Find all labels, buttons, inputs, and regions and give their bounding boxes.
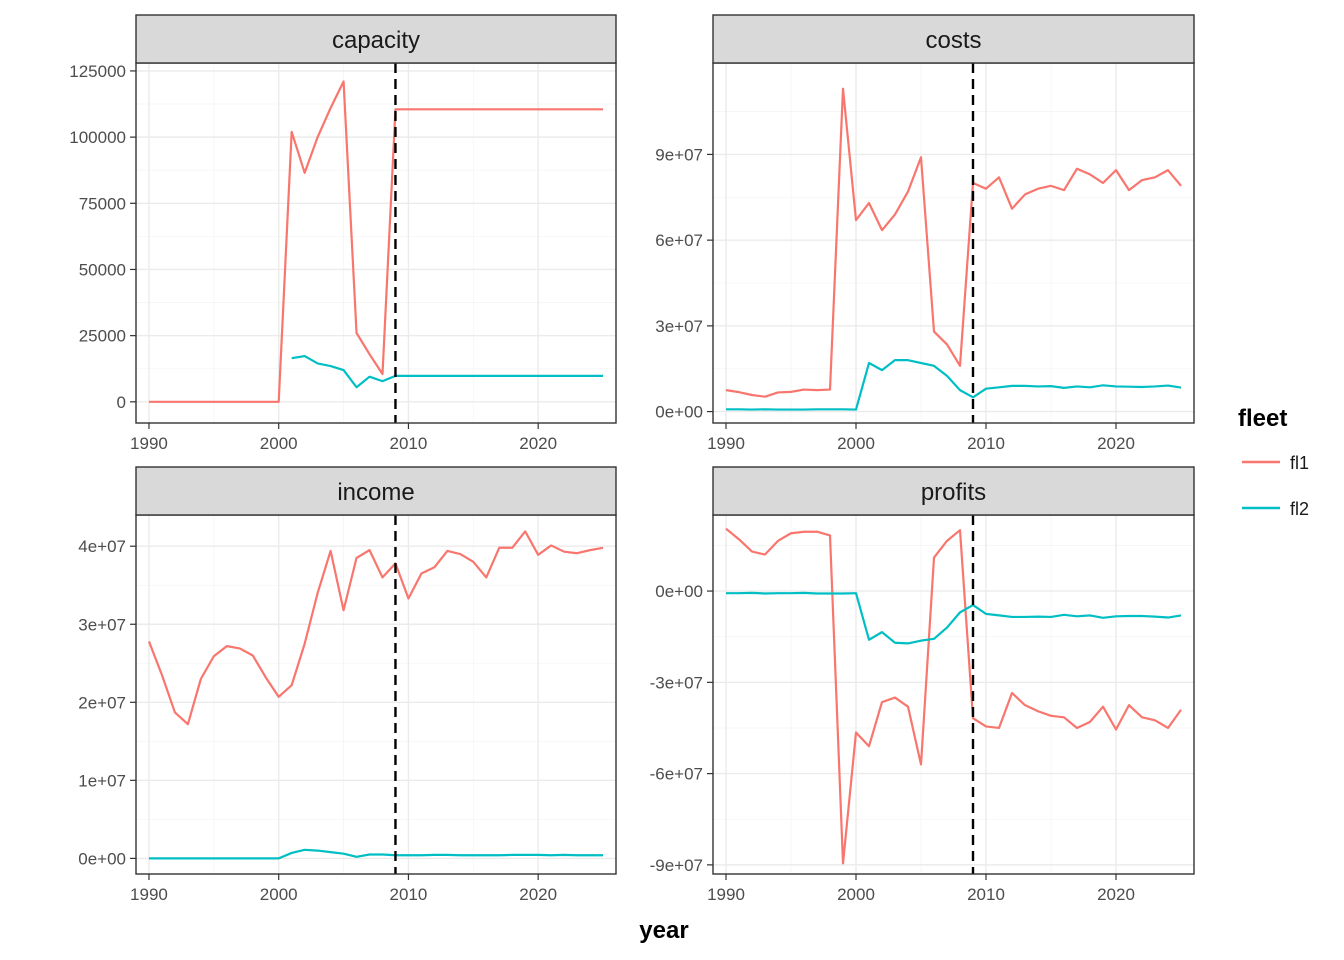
y-tick-label: -9e+07: [650, 856, 703, 875]
y-tick-label: 6e+07: [655, 231, 703, 250]
y-tick-label: 0e+00: [655, 582, 703, 601]
y-tick-label: 100000: [69, 128, 126, 147]
facet-strip: [712, 14, 1195, 64]
x-tick-label: 2010: [967, 434, 1005, 453]
x-tick-label: 2000: [260, 885, 298, 904]
legend-title: fleet: [1238, 405, 1287, 432]
panel-income: income 1990 2000 2010 2020 0e+00 1e+07 2e+07 3e+…: [78, 466, 617, 904]
y-tick-label: 3e+07: [655, 317, 703, 336]
y-tick-label: 0e+00: [655, 403, 703, 422]
panel-profits: profits 1990 2000 2010 2020 -9e+07 -6e+07 -3e+0…: [650, 466, 1195, 904]
x-tick-label: 2020: [1097, 885, 1135, 904]
panel-capacity: capacity 1990 2000 2010 2020 0 25000 50000 75000…: [69, 14, 617, 453]
facet-strip-label: income: [337, 479, 414, 506]
y-tick-label: 4e+07: [78, 537, 126, 556]
y-tick-label: -6e+07: [650, 765, 703, 784]
series-line-fl2: [726, 591, 1182, 645]
series-line-fl1: [148, 80, 604, 403]
panel-border: [135, 514, 617, 875]
y-tick-label: 50000: [79, 260, 126, 279]
y-tick-label: 0: [117, 393, 126, 412]
y-tick-label: 25000: [79, 327, 126, 346]
x-axis-title: year: [639, 917, 688, 944]
legend-label-fl2: fl2: [1290, 499, 1309, 519]
x-tick-label: 2000: [837, 434, 875, 453]
facet-strip-label: costs: [925, 27, 981, 54]
x-tick-label: 2020: [1097, 434, 1135, 453]
y-tick-label: -3e+07: [650, 673, 703, 692]
y-tick-label: 3e+07: [78, 615, 126, 634]
y-tick-label: 0e+00: [78, 849, 126, 868]
facet-strip-label: capacity: [332, 27, 420, 54]
y-tick-label: 75000: [79, 194, 126, 213]
series-line-fl1: [725, 87, 1182, 398]
x-tick-label: 1990: [130, 885, 168, 904]
legend-items: fl1 fl2: [1242, 453, 1309, 519]
x-tick-label: 2010: [390, 885, 428, 904]
y-tick-label: 1e+07: [78, 771, 126, 790]
series-line-fl1: [147, 530, 604, 726]
facet-strip: [712, 466, 1195, 516]
x-tick-label: 2010: [390, 434, 428, 453]
x-tick-label: 2020: [519, 434, 557, 453]
x-tick-label: 2000: [837, 885, 875, 904]
legend-label-fl1: fl1: [1290, 453, 1309, 473]
series-line-fl2: [148, 848, 604, 860]
facet-strip-label: profits: [921, 479, 986, 506]
panel-costs: costs 1990 2000 2010 2020 0e+00 3e+07 6e+07 9e+0…: [655, 14, 1195, 453]
series-line-fl1: [725, 527, 1182, 865]
y-tick-label: 9e+07: [655, 145, 703, 164]
series-line-fl2: [291, 354, 604, 389]
legend-item-fl1: fl1: [1242, 453, 1309, 473]
x-tick-label: 2020: [519, 885, 557, 904]
x-tick-label: 2010: [967, 885, 1005, 904]
facet-strip: [135, 14, 617, 64]
y-tick-label: 125000: [69, 62, 126, 81]
legend-item-fl2: fl2: [1242, 499, 1309, 519]
chart-panels: capacity 1990 2000 2010 2020 0 25000 50000 75000…: [69, 14, 1195, 904]
legend: fleet fl1 fl2: [1238, 405, 1309, 519]
x-tick-label: 1990: [707, 434, 745, 453]
facet-strip: [135, 466, 617, 516]
x-tick-label: 1990: [707, 885, 745, 904]
x-tick-label: 2000: [260, 434, 298, 453]
series-line-fl2: [726, 359, 1182, 411]
y-tick-label: 2e+07: [78, 693, 126, 712]
x-tick-label: 1990: [130, 434, 168, 453]
panel-border: [712, 514, 1195, 875]
